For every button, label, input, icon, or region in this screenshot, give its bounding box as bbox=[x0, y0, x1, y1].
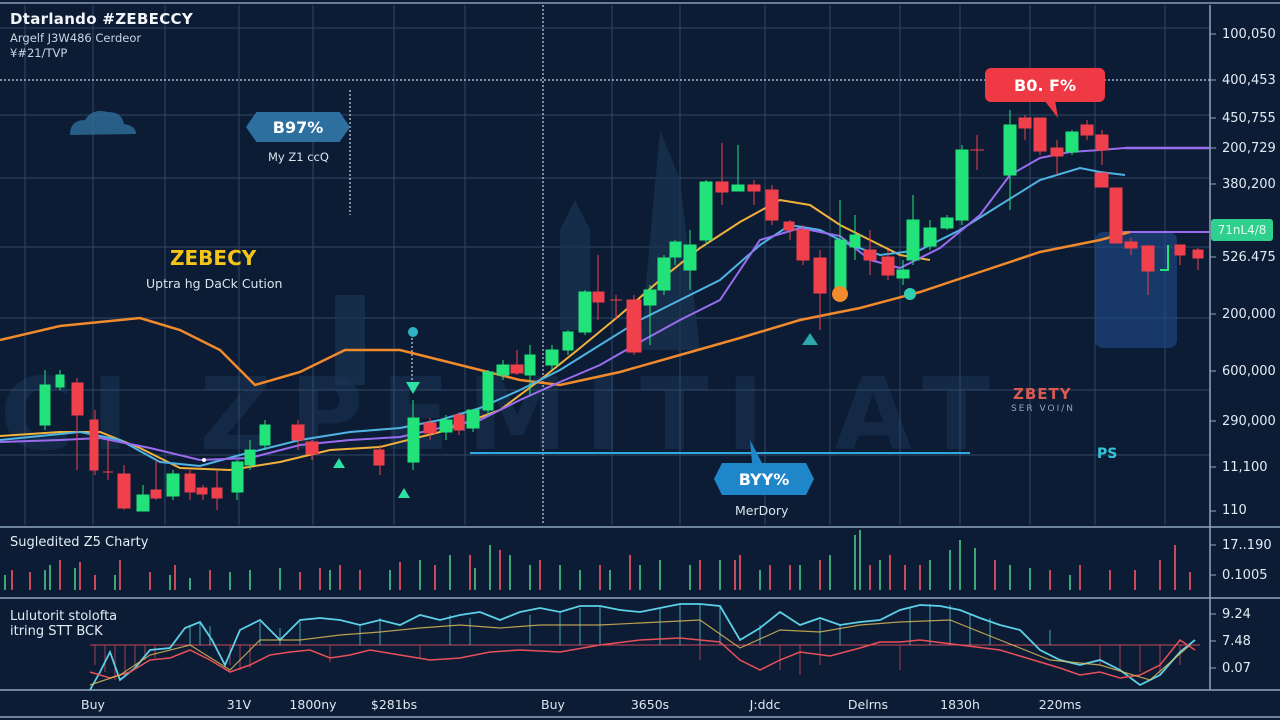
percent-badge-red[interactable]: B0. F% bbox=[985, 68, 1105, 102]
current-price-tag: 71nL4/8 bbox=[1211, 219, 1273, 241]
price-axis-label: 200,000 bbox=[1222, 307, 1276, 322]
chart-title: Dtarlando #ZEBECCY bbox=[10, 10, 193, 28]
buy-badge[interactable]: BYY% bbox=[714, 463, 814, 495]
chart-subtitle-2: ¥#21/TVP bbox=[10, 46, 68, 60]
volume-panel-title: Sugledited Z5 Charty bbox=[10, 535, 149, 550]
price-axis-label: 380,200 bbox=[1222, 177, 1276, 192]
volume-axis-label: 17..190 bbox=[1222, 538, 1272, 553]
price-axis-label: 600,000 bbox=[1222, 364, 1276, 379]
time-axis-label: Delrns bbox=[847, 697, 889, 712]
price-axis-label: 11,100 bbox=[1222, 460, 1268, 475]
brand-name: ZEBECY bbox=[170, 246, 257, 270]
time-axis-label: 220ms bbox=[1038, 697, 1082, 712]
percent-badge-caption: My Z1 ccQ bbox=[268, 150, 329, 164]
oscillator-panel bbox=[89, 603, 1200, 691]
buy-badge-caption: MerDory bbox=[735, 503, 789, 518]
price-axis-label: 526.475 bbox=[1222, 250, 1276, 265]
volume-bars bbox=[4, 530, 1191, 590]
background-skyline bbox=[335, 130, 1177, 385]
price-axis-label: 450,755 bbox=[1222, 111, 1276, 126]
time-axis-label: 3650s bbox=[630, 697, 670, 712]
time-axis-label: 1800ny bbox=[289, 697, 337, 712]
price-axis-label: 110 bbox=[1222, 503, 1247, 518]
oscillator-axis-label: 0.07 bbox=[1222, 661, 1251, 676]
price-axis-label: 200,729 bbox=[1222, 141, 1276, 156]
time-axis-label: 1830h bbox=[940, 697, 980, 712]
logo-mark: ZBETY bbox=[1013, 385, 1072, 403]
top-border bbox=[0, 2, 1280, 4]
oscillator-panel-title: Lulutorit stolofta bbox=[10, 609, 118, 624]
price-axis-label: 100,050 bbox=[1222, 27, 1276, 42]
chart-subtitle-1: Argelf J3W486 Cerdeor bbox=[10, 31, 142, 45]
price-axis-label: 290,000 bbox=[1222, 414, 1276, 429]
brand-tagline: Uptra hg DaCk Cution bbox=[146, 276, 283, 291]
percent-badge-blue[interactable]: B97% bbox=[246, 112, 350, 142]
oscillator-panel-subtitle: itring STT BCK bbox=[10, 624, 103, 639]
candles bbox=[39, 110, 1204, 512]
logo-mark-sub: SER VOI/N bbox=[1011, 404, 1076, 414]
volume-axis-label: 0.1005 bbox=[1222, 568, 1268, 583]
oscillator-axis-label: 9.24 bbox=[1222, 607, 1251, 622]
ps-label: PS bbox=[1097, 446, 1118, 462]
oscillator-axis-label: 7.48 bbox=[1222, 634, 1251, 649]
time-axis-label: Buy bbox=[81, 697, 105, 712]
time-axis-label: 31V bbox=[226, 697, 252, 712]
time-axis-label: J:ddc bbox=[749, 697, 781, 712]
price-axis-label: 400,453 bbox=[1222, 73, 1276, 88]
time-axis-label: $281bs bbox=[370, 697, 418, 712]
time-axis-label: Buy bbox=[541, 697, 565, 712]
cloud-icon bbox=[70, 111, 136, 135]
